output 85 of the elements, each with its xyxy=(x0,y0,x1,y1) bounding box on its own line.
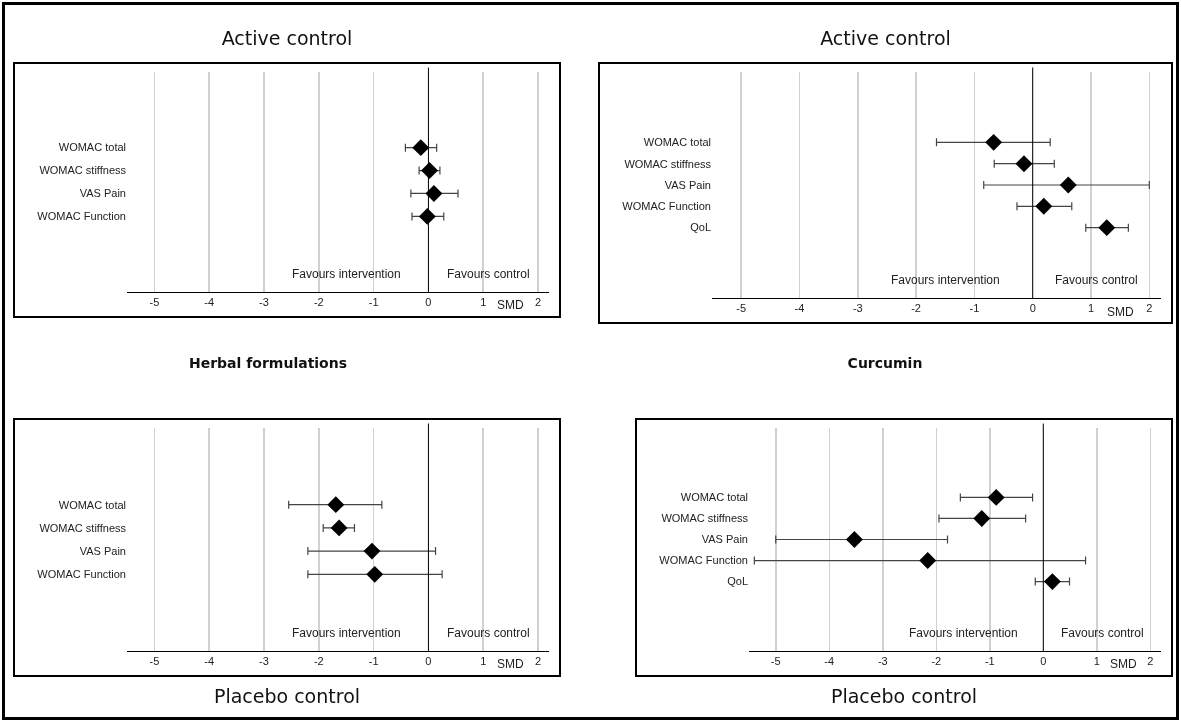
x-tick-label: 2 xyxy=(534,296,542,309)
x-tick-label: 1 xyxy=(1093,655,1100,668)
x-tick-label: -5 xyxy=(149,655,160,668)
x-tick-label: -3 xyxy=(852,302,863,315)
text: Favours control xyxy=(447,626,530,640)
text: Favours intervention xyxy=(292,267,401,281)
x-axis-title: SMD xyxy=(1107,305,1134,319)
x-tick-label: 1 xyxy=(480,655,487,668)
x-tick-label: -1 xyxy=(984,655,995,668)
x-tick-label: -1 xyxy=(368,655,379,668)
point xyxy=(845,531,863,548)
y-tick-label: WOMAC total xyxy=(58,498,126,511)
point xyxy=(425,185,443,202)
x-tick-label: -5 xyxy=(736,302,747,315)
y-tick-label: WOMAC stiffness xyxy=(624,157,712,170)
x-tick-label: -4 xyxy=(794,302,805,315)
text: Favours control xyxy=(1055,273,1138,287)
x-tick-label: -3 xyxy=(259,296,269,309)
text: Placebo control xyxy=(212,685,362,707)
x-tick-label: 2 xyxy=(1146,302,1153,315)
y-tick-label: VAS Pain xyxy=(701,533,748,546)
y-tick-label: WOMAC stiffness xyxy=(39,521,127,534)
x-tick-label: 2 xyxy=(534,655,542,668)
y-tick-label: WOMAC Function xyxy=(37,210,126,223)
x-axis-title: SMD xyxy=(1110,657,1137,671)
x-tick-label: -3 xyxy=(259,655,269,668)
x-axis-title: SMD xyxy=(497,298,524,312)
x-tick-label: -4 xyxy=(204,296,215,309)
point xyxy=(412,139,430,157)
text: Favours intervention xyxy=(891,273,1000,287)
x-tick-label: -5 xyxy=(149,296,160,309)
x-tick-label: 0 xyxy=(1040,655,1047,668)
x-tick-label: -2 xyxy=(911,302,921,315)
x-tick-label: -2 xyxy=(931,655,942,668)
y-tick-label: WOMAC Function xyxy=(622,200,711,213)
point xyxy=(1059,176,1077,194)
x-tick-label: 2 xyxy=(1147,655,1154,668)
x-tick-label: -1 xyxy=(368,296,379,309)
point xyxy=(363,542,381,560)
x-tick-label: -4 xyxy=(824,655,835,668)
y-tick-label: VAS Pain xyxy=(79,187,126,200)
text: Favours control xyxy=(1061,626,1144,640)
y-tick-label: VAS Pain xyxy=(664,178,711,191)
y-tick-label: QoL xyxy=(690,221,711,234)
point xyxy=(1015,155,1033,173)
point xyxy=(1098,219,1116,237)
text: Favours control xyxy=(447,267,530,281)
y-tick-label: QoL xyxy=(727,575,748,588)
text: Favours intervention xyxy=(909,626,1018,640)
x-tick-label: -2 xyxy=(313,655,324,668)
x-tick-label: 0 xyxy=(425,655,432,668)
chart-subtitle: Herbal formulations xyxy=(187,355,349,371)
chart-subtitle: Curcumin xyxy=(846,355,924,371)
x-tick-label: 0 xyxy=(425,296,432,309)
y-tick-label: WOMAC Function xyxy=(37,568,126,581)
x-tick-label: 1 xyxy=(1087,302,1095,315)
point xyxy=(1035,197,1053,215)
y-tick-label: WOMAC total xyxy=(680,491,748,504)
y-tick-label: WOMAC total xyxy=(58,141,126,154)
x-axis-title: SMD xyxy=(497,657,524,671)
x-tick-label: 0 xyxy=(1029,302,1036,315)
point xyxy=(1043,573,1061,591)
chart-title: Active control xyxy=(220,27,354,49)
x-tick-label: 1 xyxy=(480,296,487,309)
text: Placebo control xyxy=(829,685,979,707)
y-tick-label: WOMAC stiffness xyxy=(39,164,127,177)
point xyxy=(418,207,436,225)
point xyxy=(330,519,348,537)
text: Favours intervention xyxy=(292,626,401,640)
x-tick-label: -4 xyxy=(204,655,215,668)
point xyxy=(366,565,384,583)
point xyxy=(987,488,1005,506)
x-tick-label: -2 xyxy=(313,296,324,309)
x-tick-label: -5 xyxy=(770,655,781,668)
y-tick-label: WOMAC stiffness xyxy=(661,512,749,525)
x-tick-label: -3 xyxy=(877,655,888,668)
chart-title: Active control xyxy=(819,27,952,49)
point xyxy=(327,496,345,514)
y-tick-label: VAS Pain xyxy=(79,544,126,557)
point xyxy=(919,552,937,569)
y-tick-label: WOMAC total xyxy=(643,136,711,149)
y-tick-label: WOMAC Function xyxy=(659,554,748,567)
point xyxy=(985,133,1003,151)
point xyxy=(973,510,991,527)
x-tick-label: -1 xyxy=(969,302,980,315)
